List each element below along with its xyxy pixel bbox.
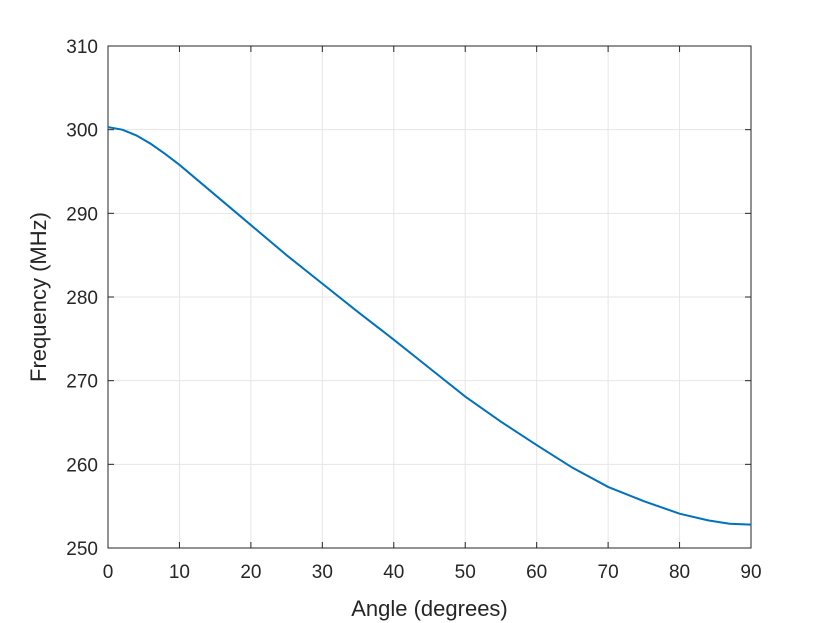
tick-labels: 0 10 20 30 40 50 60 70 80 90 250 260 270 280 290 300 310 <box>66 37 761 583</box>
y-tick-label: 260 <box>66 455 98 476</box>
x-tick-label: 70 <box>598 562 619 583</box>
x-tick-label: 0 <box>103 562 114 583</box>
x-tick-label: 20 <box>240 562 261 583</box>
ticks <box>107 45 752 549</box>
grid <box>107 45 752 549</box>
y-tick-label: 300 <box>66 121 98 142</box>
y-tick-label: 250 <box>66 539 98 560</box>
x-tick-label: 90 <box>740 562 761 583</box>
y-tick-label: 310 <box>66 37 98 58</box>
y-axis-label: Frequency (MHz) <box>26 212 51 382</box>
x-tick-label: 50 <box>455 562 476 583</box>
x-tick-label: 40 <box>383 562 404 583</box>
series-line <box>107 126 752 526</box>
x-tick-label: 60 <box>526 562 547 583</box>
x-tick-label: 10 <box>169 562 190 583</box>
y-tick-label: 290 <box>66 204 98 225</box>
y-tick-label: 280 <box>66 288 98 309</box>
x-axis-label: Angle (degrees) <box>351 596 508 621</box>
y-tick-label: 270 <box>66 372 98 393</box>
x-tick-label: 80 <box>669 562 690 583</box>
x-tick-label: 30 <box>312 562 333 583</box>
